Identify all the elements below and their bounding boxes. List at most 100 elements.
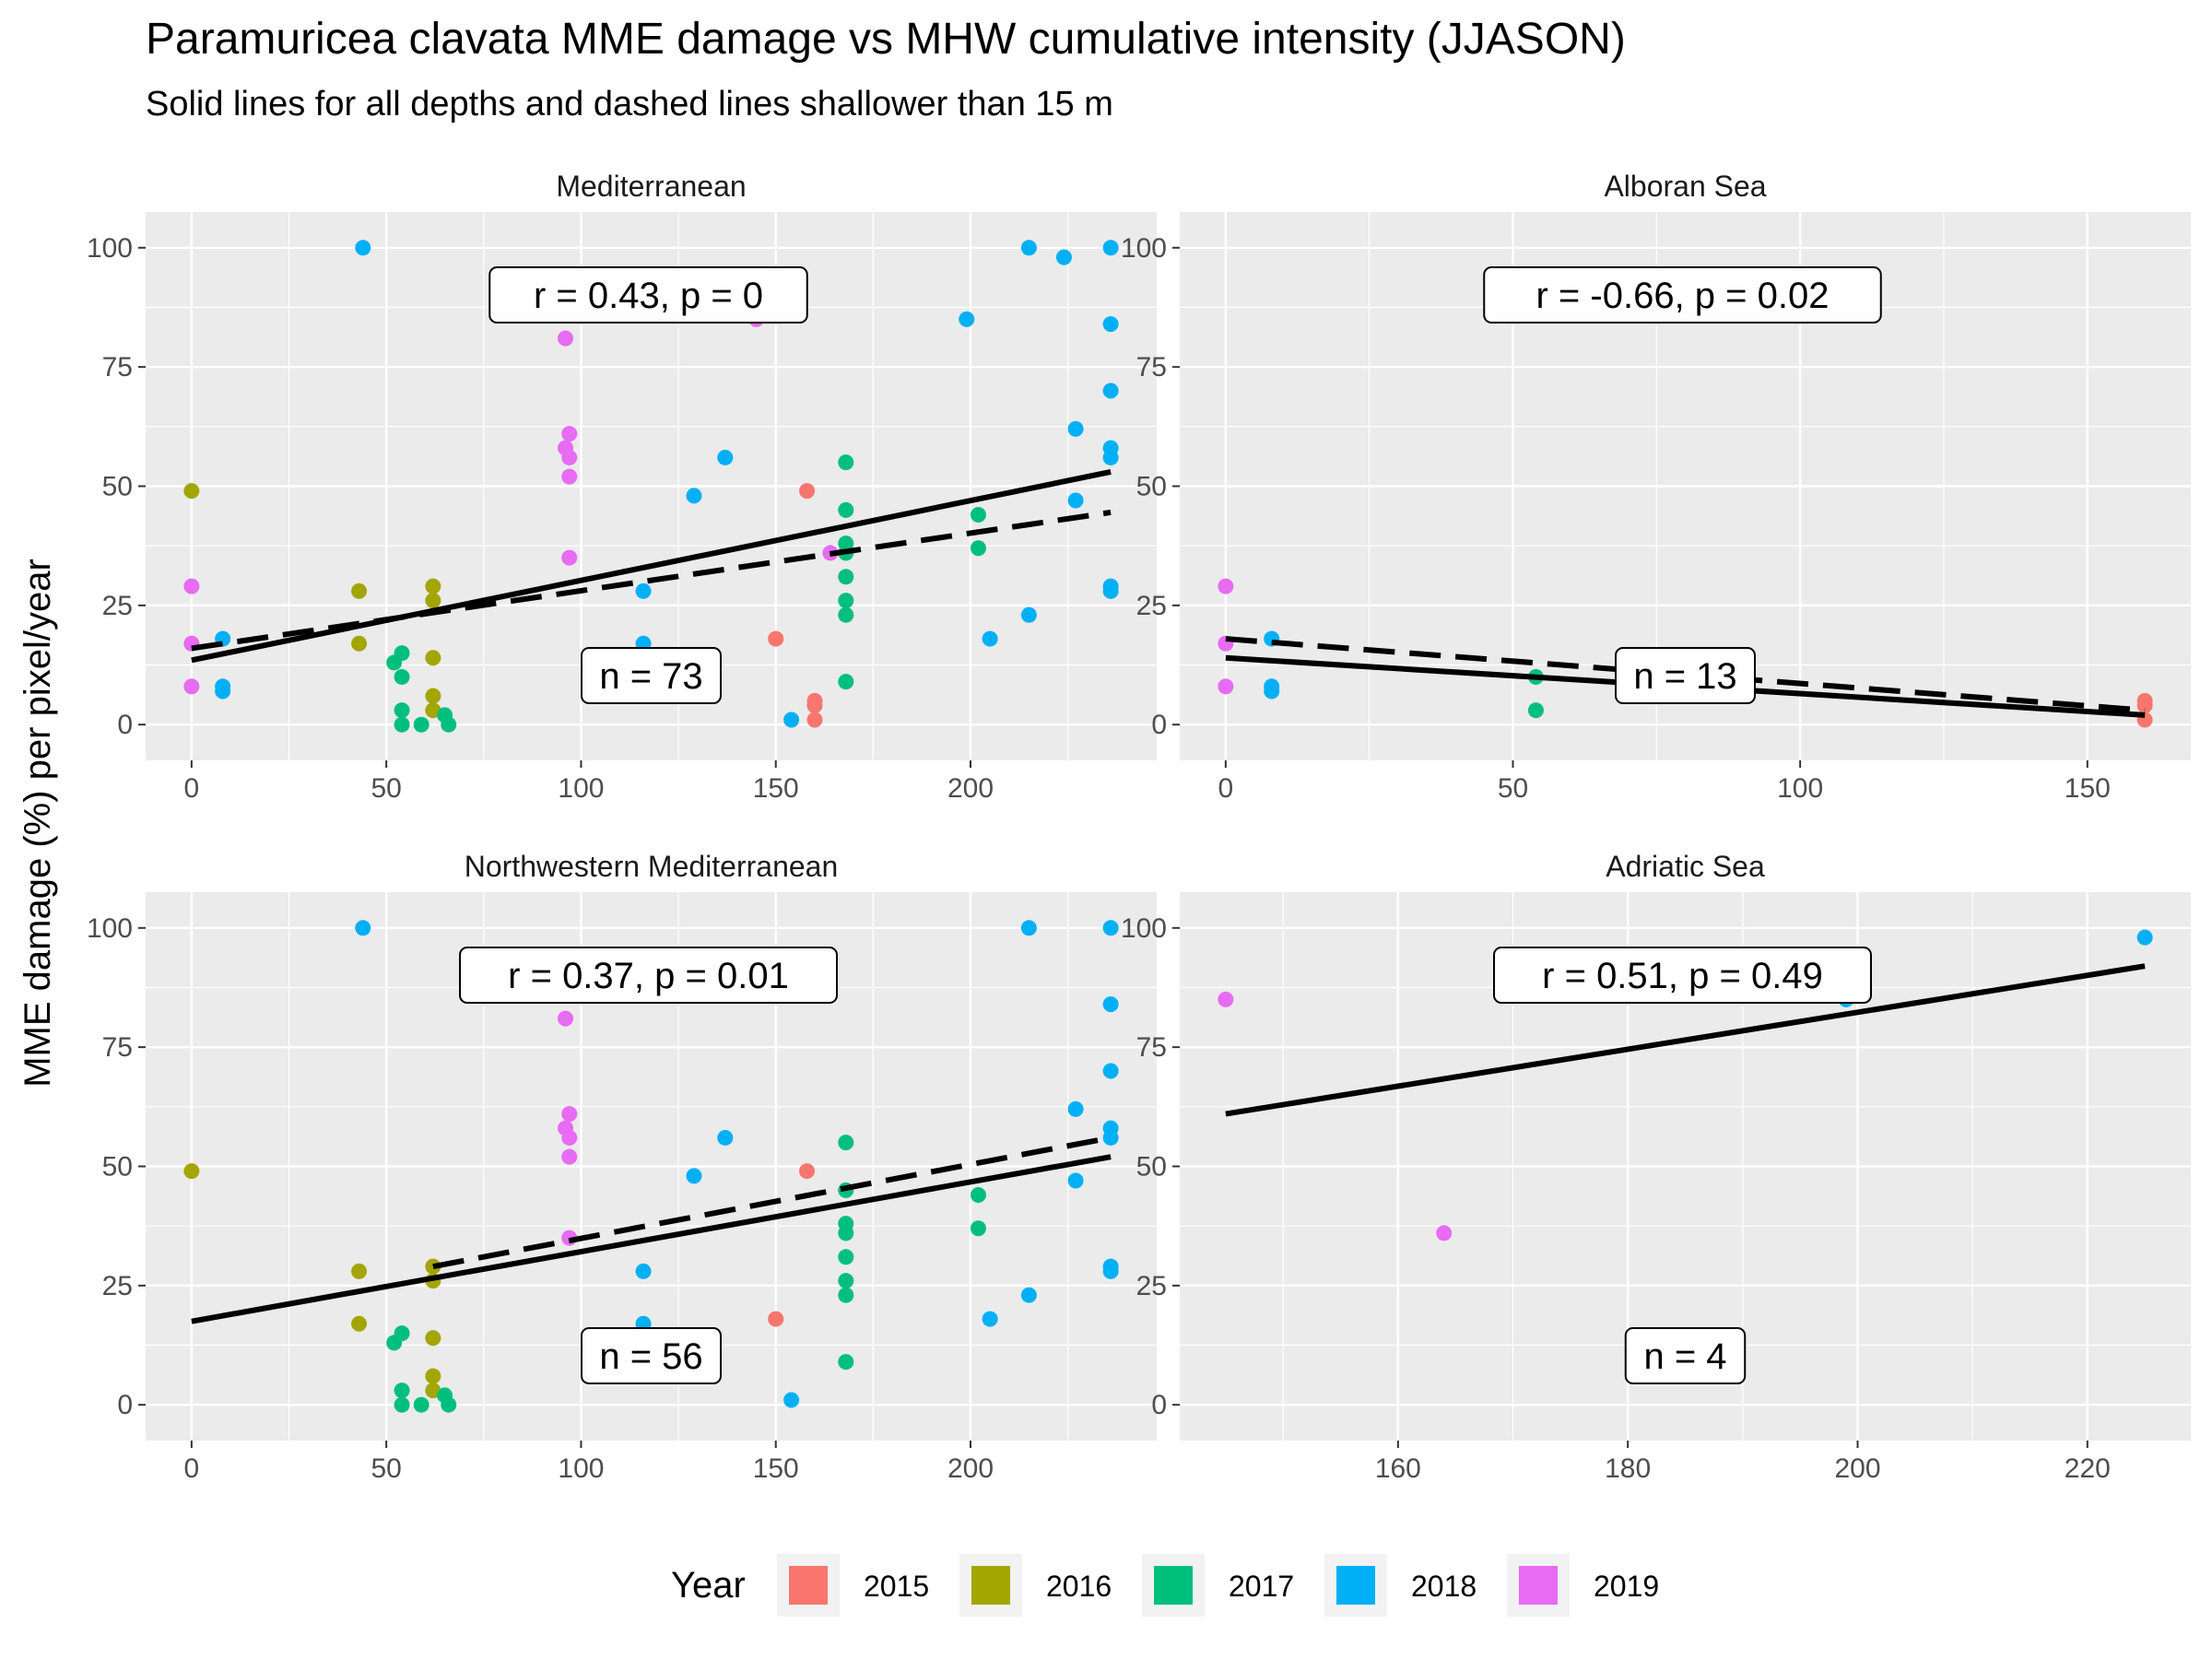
y-tick-label: 0 [1151, 1390, 1167, 1420]
fit-line-shallow [191, 509, 1112, 652]
data-point-2016 [425, 1330, 441, 1347]
y-tick-label: 0 [117, 1390, 133, 1420]
sample-size-label-box [1615, 647, 1756, 704]
data-point-2019 [1436, 1225, 1453, 1241]
correlation-label: r = -0.66, p = 0.02 [1536, 276, 1830, 316]
x-tick-label: 0 [184, 1453, 200, 1484]
y-tick-label: 0 [117, 710, 133, 740]
data-point-2017 [394, 668, 410, 685]
data-point-2015 [768, 630, 784, 647]
legend-label-2019: 2019 [1594, 1570, 1659, 1603]
data-point-2018 [355, 240, 371, 256]
data-point-2016 [351, 582, 368, 599]
data-point-2017 [413, 1396, 429, 1413]
legend-swatch-2018 [1336, 1566, 1375, 1605]
y-tick-label: 50 [102, 472, 133, 502]
data-point-2017 [386, 654, 403, 671]
x-tick-label: 50 [371, 773, 401, 804]
y-tick-label: 75 [102, 352, 133, 382]
x-tick-label: 200 [947, 1453, 994, 1484]
data-point-2015 [806, 698, 823, 713]
data-point-2017 [838, 1354, 854, 1371]
sample-size-label: n = 13 [1633, 656, 1736, 697]
facet-panel: Adriatic Sea 160 180 200 220 0 25 50 75 100 r = 0.… [1121, 850, 2191, 1484]
facet-panels: Mediterranean 0 50 100 150 200 0 25 50 75 100 r = 0… [87, 170, 2191, 1484]
data-point-2018 [2136, 929, 2153, 946]
data-point-2018 [1102, 449, 1119, 465]
data-point-2017 [838, 1249, 854, 1265]
data-point-2019 [558, 330, 574, 347]
correlation-label-box [1493, 947, 1872, 1004]
data-point-2019 [561, 1129, 578, 1146]
facet-strip-label: Alboran Sea [1604, 170, 1766, 203]
data-point-2018 [1264, 683, 1280, 700]
facet-strip-label: Adriatic Sea [1606, 850, 1765, 883]
fit-line-all-depths [191, 469, 1112, 664]
data-point-2017 [838, 1273, 854, 1289]
data-point-2015 [799, 483, 816, 500]
correlation-label-box [488, 266, 808, 324]
data-point-2018 [635, 582, 652, 599]
facet-strip-label: Northwestern Mediterranean [465, 850, 839, 883]
data-point-2018 [1102, 1129, 1119, 1146]
data-point-2017 [970, 507, 986, 524]
data-point-2019 [183, 578, 200, 594]
x-tick-label: 220 [2065, 1453, 2111, 1484]
sample-size-label: n = 4 [1643, 1336, 1726, 1377]
legend-swatch-2016 [971, 1566, 1010, 1605]
y-axis-label: MME damage (%) per pixel/year [18, 559, 58, 1088]
data-point-2018 [717, 449, 734, 465]
data-point-2018 [1102, 920, 1119, 936]
x-tick-label: 100 [558, 1453, 604, 1484]
y-tick-label: 25 [102, 591, 133, 621]
data-point-2017 [838, 1225, 854, 1241]
data-point-2018 [1102, 382, 1119, 399]
x-tick-label: 0 [1218, 773, 1234, 804]
data-point-2017 [838, 606, 854, 623]
data-point-2017 [394, 716, 410, 733]
facet-strip [1180, 170, 2191, 206]
data-point-2017 [1527, 702, 1544, 719]
x-tick-label: 100 [558, 773, 604, 804]
x-tick-label: 160 [1375, 1453, 1421, 1484]
data-point-2017 [970, 1187, 986, 1204]
data-point-2016 [425, 593, 441, 609]
data-point-2018 [1067, 1100, 1084, 1117]
y-tick-label: 75 [1136, 352, 1167, 382]
data-point-2018 [355, 920, 371, 936]
data-point-2018 [1055, 249, 1072, 265]
data-point-2018 [1020, 920, 1037, 936]
data-point-2016 [183, 1163, 200, 1180]
data-point-2019 [561, 549, 578, 566]
x-tick-label: 100 [1777, 773, 1823, 804]
y-tick-label: 75 [102, 1032, 133, 1063]
x-tick-label: 150 [753, 773, 799, 804]
data-point-2017 [386, 1335, 403, 1351]
data-point-2019 [1218, 991, 1234, 1007]
x-tick-label: 150 [2065, 773, 2111, 804]
fit-line-all-depths [1225, 963, 2146, 1117]
data-point-2018 [982, 630, 998, 647]
y-tick-label: 100 [87, 913, 133, 944]
data-point-2018 [1102, 316, 1119, 333]
data-point-2018 [1067, 1172, 1084, 1189]
facet-strip [146, 850, 1157, 887]
data-point-2019 [561, 468, 578, 485]
facet-strip [146, 170, 1157, 206]
chart-title: Paramuricea clavata MME damage vs MHW cu… [146, 15, 1626, 64]
data-point-2017 [970, 540, 986, 557]
data-point-2018 [1067, 420, 1084, 437]
data-point-2017 [838, 1135, 854, 1151]
facet-panel: Alboran Sea 0 50 100 150 0 25 50 75 100 r = -0.66,… [1121, 170, 2191, 804]
data-point-2019 [561, 1106, 578, 1123]
y-tick-label: 100 [1121, 233, 1167, 264]
sample-size-label-box [581, 1327, 722, 1384]
data-point-2018 [686, 488, 702, 504]
y-tick-label: 25 [1136, 591, 1167, 621]
data-point-2016 [183, 483, 200, 500]
chart-subtitle: Solid lines for all depths and dashed li… [146, 85, 1113, 124]
correlation-label-box [459, 947, 838, 1004]
x-tick-label: 150 [753, 1453, 799, 1484]
legend-label-2015: 2015 [864, 1570, 929, 1603]
